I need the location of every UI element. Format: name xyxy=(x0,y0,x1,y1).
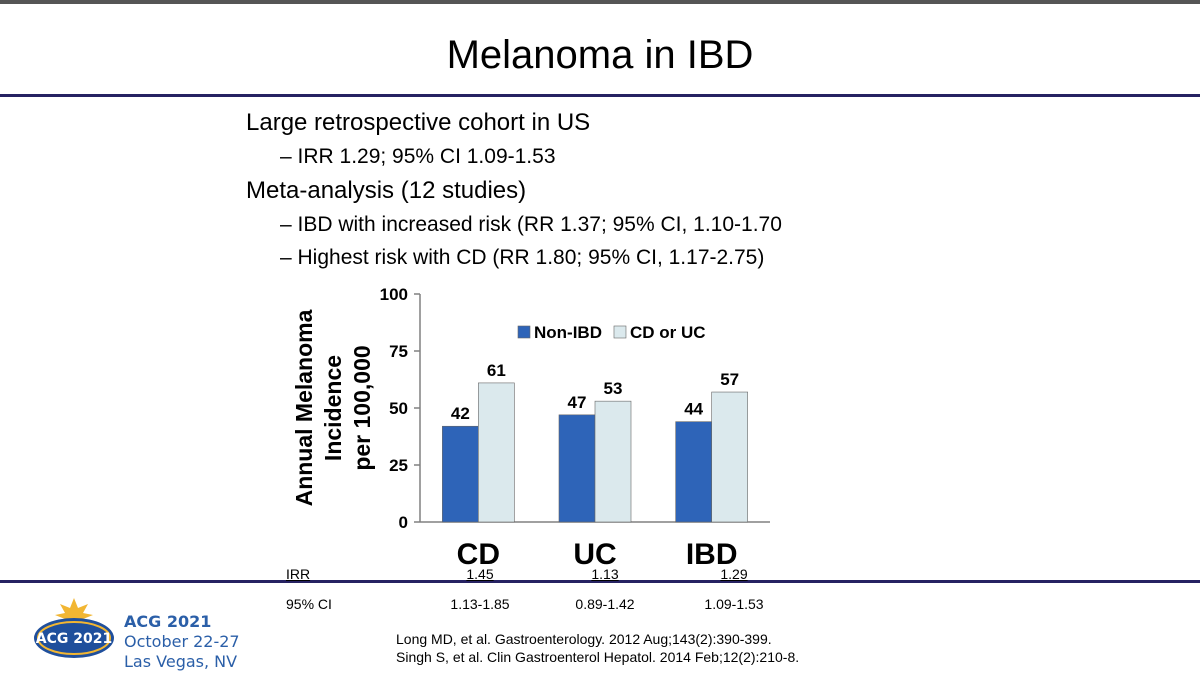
bar-value-label: 61 xyxy=(487,361,506,380)
bar xyxy=(711,391,748,523)
legend-label: CD or UC xyxy=(630,323,706,342)
bullet-1-sub: – IRR 1.29; 95% CI 1.09-1.53 xyxy=(280,145,556,168)
bullet-2: Meta-analysis (12 studies) xyxy=(246,177,527,204)
irr-value-uc: 1.13 xyxy=(591,566,619,582)
reference-2: Singh S, et al. Clin Gastroenterol Hepat… xyxy=(396,649,800,665)
x-category-label: IBD xyxy=(686,538,738,571)
x-category-label: CD xyxy=(457,538,500,571)
ci-value-uc: 0.89-1.42 xyxy=(575,596,635,612)
legend-swatch xyxy=(613,325,627,339)
y-tick-label: 75 xyxy=(389,342,408,361)
logo-text: ACG 2021 xyxy=(36,631,112,647)
logo-ring xyxy=(37,621,111,655)
bar xyxy=(558,414,596,523)
irr-value-cd: 1.45 xyxy=(466,566,494,582)
bar xyxy=(478,382,515,523)
legend-swatch xyxy=(517,325,531,339)
legend-label: Non-IBD xyxy=(534,323,602,342)
irr-label: IRR xyxy=(286,566,311,582)
bullet-2-sub-2: – Highest risk with CD (RR 1.80; 95% CI,… xyxy=(280,246,765,269)
y-tick-label: 0 xyxy=(399,513,408,532)
conference-name: ACG 2021 xyxy=(124,612,212,631)
conference-location: Las Vegas, NV xyxy=(124,652,238,671)
y-tick-label: 25 xyxy=(389,456,408,475)
ci-value-cd: 1.13-1.85 xyxy=(450,596,510,612)
bullet-list: Large retrospective cohort in US – IRR 1… xyxy=(246,105,782,274)
y-tick-label: 50 xyxy=(389,399,408,418)
title-rule xyxy=(0,94,1200,97)
bar-value-label: 44 xyxy=(684,400,703,419)
footer-rule xyxy=(0,580,1200,583)
y-axis-label: Incidence xyxy=(320,355,346,461)
y-tick-label: 100 xyxy=(380,285,408,304)
slide-title: Melanoma in IBD xyxy=(446,33,754,77)
bar-value-label: 53 xyxy=(604,379,623,398)
ci-label: 95% CI xyxy=(286,596,332,612)
y-axis-label: per 100,000 xyxy=(349,345,375,470)
bullet-1: Large retrospective cohort in US xyxy=(246,109,591,136)
bullet-2-sub-1: – IBD with increased risk (RR 1.37; 95% … xyxy=(280,213,782,236)
bar xyxy=(675,421,712,523)
logo-badge xyxy=(34,618,114,658)
ci-value-ibd: 1.09-1.53 xyxy=(704,596,764,612)
bar xyxy=(594,400,632,523)
reference-1: Long MD, et al. Gastroenterology. 2012 A… xyxy=(396,631,772,647)
acg-logo: ACG 2021 xyxy=(34,598,114,658)
y-axis-label: Annual Melanoma xyxy=(291,309,317,506)
x-category-label: UC xyxy=(573,538,616,571)
melanoma-incidence-chart: 0 25 50 75 100 Annual Melanoma Incidence per 10… xyxy=(291,285,770,571)
irr-value-ibd: 1.29 xyxy=(720,566,748,582)
bar-value-label: 47 xyxy=(568,393,587,412)
conference-dates: October 22-27 xyxy=(124,632,240,651)
top-bar xyxy=(0,0,1200,4)
bar-value-label: 57 xyxy=(720,370,739,389)
conference-info: ACG 2021 October 22-27 Las Vegas, NV xyxy=(124,612,240,672)
references: Long MD, et al. Gastroenterology. 2012 A… xyxy=(396,630,799,666)
bar xyxy=(442,425,479,523)
bar-value-label: 42 xyxy=(451,404,470,423)
